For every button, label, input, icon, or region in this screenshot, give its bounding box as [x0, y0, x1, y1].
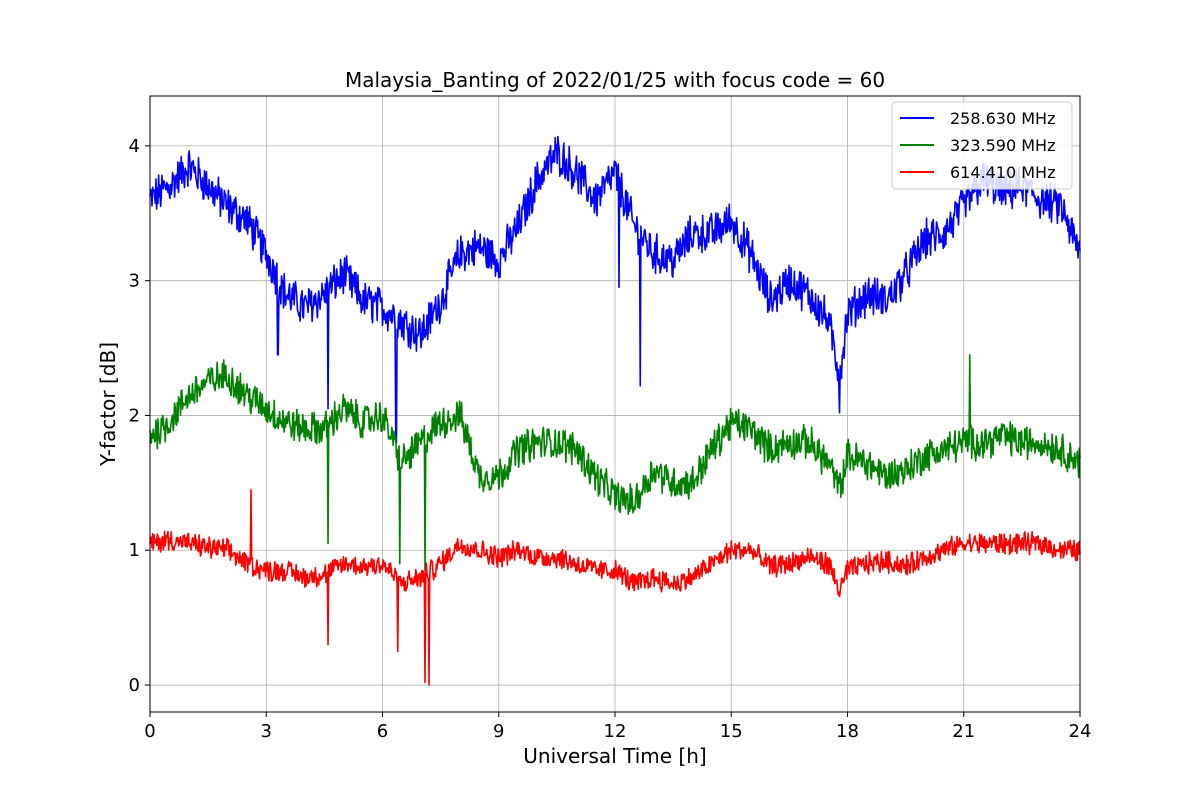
- x-tick-label: 24: [1069, 721, 1092, 742]
- y-tick-label: 3: [129, 271, 140, 292]
- y-tick-label: 2: [129, 405, 140, 426]
- x-tick-label: 21: [952, 721, 975, 742]
- series-layer: [149, 135, 1081, 686]
- x-tick-label: 6: [377, 721, 388, 742]
- y-tick-label: 0: [129, 675, 140, 696]
- x-axis: 0 3 6 9 12 15 18 21 24: [144, 712, 1091, 742]
- legend-box: [891, 101, 1073, 190]
- legend-label: 323.590 MHz: [950, 136, 1055, 155]
- x-tick-label: 0: [144, 721, 155, 742]
- series-line: [149, 353, 1081, 572]
- x-axis-title: Universal Time [h]: [523, 744, 706, 768]
- y-tick-label: 4: [129, 136, 140, 157]
- series-line: [149, 488, 1081, 686]
- y-axis: 0 1 2 3 4: [129, 136, 150, 696]
- legend-label: 614.410 MHz: [950, 163, 1055, 182]
- y-axis-title: Y-factor [dB]: [96, 342, 120, 467]
- x-tick-label: 15: [720, 721, 743, 742]
- series-line: [149, 135, 1081, 444]
- x-tick-label: 9: [493, 721, 504, 742]
- y-tick-label: 1: [129, 540, 140, 561]
- x-tick-label: 18: [836, 721, 859, 742]
- chart-title: Malaysia_Banting of 2022/01/25 with focu…: [345, 68, 885, 92]
- legend: 258.630 MHz 323.590 MHz 614.410 MHz: [891, 101, 1073, 190]
- x-tick-label: 12: [604, 721, 627, 742]
- legend-label: 258.630 MHz: [950, 109, 1055, 128]
- x-tick-label: 3: [261, 721, 272, 742]
